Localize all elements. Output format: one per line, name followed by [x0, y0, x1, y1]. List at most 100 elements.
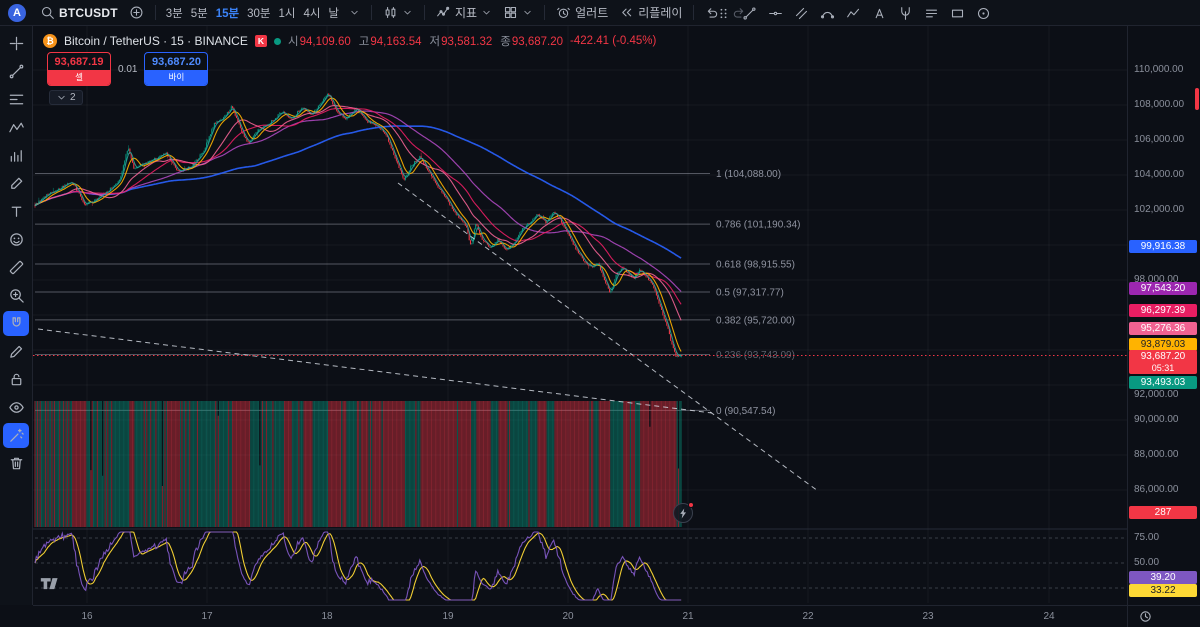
toolbar-separator	[154, 5, 156, 20]
zoom-in-icon	[8, 287, 25, 304]
time-axis[interactable]: 16 17 18 19 20 21 22 23 24	[33, 605, 1127, 627]
emoji-icon	[8, 231, 25, 248]
text-tool-icon	[872, 6, 887, 21]
text-icon	[8, 203, 25, 220]
sell-button[interactable]: 93,687.19 셀	[47, 52, 111, 86]
sell-price: 93,687.19	[54, 56, 104, 68]
interval-button-3분[interactable]: 3분	[162, 2, 187, 24]
hide-drawings-tool-button[interactable]	[3, 395, 29, 420]
compare-add-button[interactable]	[124, 2, 149, 23]
top-toolbar: A BTCUSDT 3분 5분 15분 30분 1시 4시 날 지표	[0, 0, 1200, 26]
brush-tool-button[interactable]	[3, 171, 29, 196]
ma-line-70	[34, 110, 682, 292]
ruler-tool-button[interactable]	[3, 255, 29, 280]
search-icon	[40, 5, 55, 20]
pencil-tool-button[interactable]	[3, 339, 29, 364]
price-axis-label: 108,000.00	[1134, 99, 1185, 110]
symbol-title[interactable]: Bitcoin / TetherUS · 15 · BINANCE	[64, 34, 248, 48]
quick-trade-button[interactable]	[673, 502, 694, 523]
indicator-value-badge: 33.22	[1129, 583, 1197, 597]
emoji-tool-button[interactable]	[3, 227, 29, 252]
lock-drawings-tool-button[interactable]	[3, 367, 29, 392]
pattern-icon	[8, 119, 25, 136]
zoom-in-tool-button[interactable]	[3, 283, 29, 308]
user-avatar[interactable]: A	[8, 3, 26, 22]
remove-drawings-tool-button[interactable]	[3, 451, 29, 476]
trend-line-tool-button[interactable]	[3, 59, 29, 84]
buy-button[interactable]: 93,687.20 바이	[144, 52, 209, 86]
parallel-channel-tool-button[interactable]	[790, 3, 813, 24]
drag-handle-tool-button[interactable]	[712, 3, 735, 24]
chevron-down-icon	[522, 7, 533, 18]
price-chart-canvas[interactable]: 1 (104,088.00) 0.786 (101,190.34) 0.618 (9…	[33, 26, 1127, 605]
interval-button-15분[interactable]: 15분	[212, 2, 243, 24]
interval-button-5분[interactable]: 5분	[187, 2, 212, 24]
text-tool-button[interactable]	[3, 199, 29, 224]
pattern-tool-button[interactable]	[3, 115, 29, 140]
price-scale-marker[interactable]	[1195, 88, 1199, 110]
curve-tool-button[interactable]	[816, 3, 839, 24]
indicators-button[interactable]: 지표	[431, 1, 497, 24]
target-tool-button[interactable]	[972, 3, 995, 24]
lines-stack-tool-button[interactable]	[920, 3, 943, 24]
trendline-dashed[interactable]	[397, 182, 819, 492]
rectangle-tool-button[interactable]	[946, 3, 969, 24]
interval-dropdown-button[interactable]	[344, 4, 365, 21]
time-axis-label: 21	[682, 611, 694, 622]
zigzag-tool-button[interactable]	[842, 3, 865, 24]
time-axis-label: 19	[442, 611, 454, 622]
price-axis[interactable]: 110,000.00 108,000.00 106,000.00 104,000.00…	[1127, 26, 1200, 605]
magnet-tool-button[interactable]	[3, 311, 29, 336]
alert-button[interactable]: 얼러트	[551, 1, 613, 24]
buy-label: 바이	[145, 70, 208, 85]
horizontal-line-icon	[768, 6, 783, 21]
axis-corner[interactable]	[1127, 605, 1200, 627]
curve-icon	[820, 6, 835, 21]
indicators-icon	[436, 5, 451, 20]
indicator-value-badge: 287	[1129, 505, 1197, 519]
pitchfork-tool-button[interactable]	[894, 3, 917, 24]
ma-line-9	[34, 97, 682, 352]
clock-icon	[1138, 609, 1153, 624]
interval-button-날[interactable]: 날	[324, 2, 343, 24]
redo-button[interactable]	[726, 2, 751, 23]
crosshair-tool-button[interactable]	[3, 31, 29, 56]
drawings-layer	[33, 182, 1127, 492]
horizontal-line-tool-button[interactable]	[764, 3, 787, 24]
chart-type-button[interactable]	[378, 2, 418, 23]
symbol-search-button[interactable]: BTCUSDT	[35, 2, 123, 23]
fib-level-label: 0.618 (98,915.55)	[716, 259, 795, 270]
time-axis-label: 17	[201, 611, 213, 622]
drag-handle-icon	[716, 6, 731, 21]
trendline-tool-button[interactable]	[738, 3, 761, 24]
price-change: -422.41 (-0.45%)	[570, 35, 657, 47]
replay-button[interactable]: 리플레이	[614, 1, 687, 24]
interval-button-30분[interactable]: 30분	[243, 2, 274, 24]
crosshair-icon	[8, 35, 25, 52]
ohlc-values: 시94,109.60 고94,163.54 저93,581.32 종93,687…	[288, 33, 563, 49]
tradingview-logo[interactable]	[39, 572, 61, 597]
interval-button-1시[interactable]: 1시	[274, 2, 299, 24]
ruler-icon	[8, 259, 25, 276]
forecast-tool-button[interactable]	[3, 143, 29, 168]
object-count: 2	[70, 92, 76, 103]
trendline-dashed[interactable]	[37, 328, 713, 414]
layout-grid-button[interactable]	[498, 2, 538, 23]
object-tree-chip[interactable]: 2	[49, 90, 83, 105]
time-axis-label: 16	[81, 611, 93, 622]
korea-flag-badge[interactable]: K	[254, 35, 267, 47]
interval-button-4시[interactable]: 4시	[299, 2, 324, 24]
toolbar-separator	[371, 5, 373, 20]
interval-group: 3분 5분 15분 30분 1시 4시 날	[162, 2, 343, 24]
chart-area[interactable]: 1 (104,088.00) 0.786 (101,190.34) 0.618 (9…	[33, 26, 1127, 605]
fib-retracement-tool-button[interactable]	[3, 87, 29, 112]
magic-wand-tool-button[interactable]	[3, 423, 29, 448]
candlestick-icon	[383, 5, 398, 20]
alert-label: 얼러트	[575, 6, 609, 20]
text-tool-tool-button[interactable]	[868, 3, 891, 24]
symbol-label: BTCUSDT	[59, 5, 118, 20]
undo-button[interactable]	[700, 2, 725, 23]
fib-level-label: 0 (90,547.54)	[716, 406, 776, 417]
chevron-down-icon	[56, 92, 67, 103]
ohlc-low: 저93,581.32	[429, 36, 493, 48]
